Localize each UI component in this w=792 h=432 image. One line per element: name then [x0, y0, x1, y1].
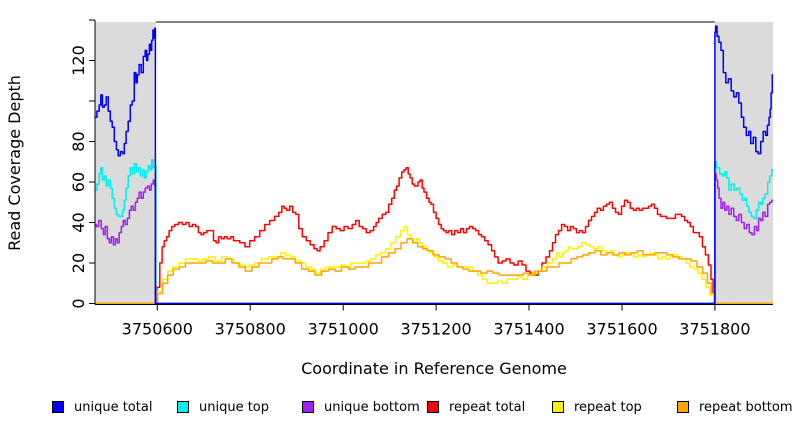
masked-region [95, 22, 156, 304]
legend-label: unique total [74, 399, 153, 415]
legend-item-unique-bottom: unique bottom [302, 400, 427, 415]
x-tick-label: 3750800 [215, 320, 286, 339]
series-repeat-top [95, 225, 773, 305]
x-tick-label: 3751400 [493, 320, 564, 339]
y-tick-label: 0 [69, 298, 88, 308]
coverage-plot: 3750600 3750800 3751000 3751200 3751400 37516… [5, 19, 774, 378]
x-axis-title: Coordinate in Reference Genome [301, 359, 567, 378]
series-unique-top [95, 158, 773, 305]
series-unique-bottom [95, 173, 773, 305]
legend-label: repeat bottom [699, 399, 792, 415]
legend-label: repeat top [574, 399, 642, 415]
x-tick-label: 3750600 [122, 320, 193, 339]
legend-item-unique-top: unique top [177, 400, 302, 415]
legend-swatch [427, 401, 439, 413]
legend-swatch [302, 401, 314, 413]
legend-item-repeat-bottom: repeat bottom [677, 400, 792, 415]
y-tick-label: 40 [69, 212, 88, 232]
x-tick-label: 3751200 [400, 320, 471, 339]
y-tick-label: 60 [69, 172, 88, 192]
y-axis-title: Read Coverage Depth [5, 75, 24, 251]
legend-swatch [177, 401, 189, 413]
x-tick-label: 3751600 [586, 320, 657, 339]
masked-region [714, 22, 773, 304]
series-repeat-bottom [95, 237, 773, 305]
legend: unique total unique top unique bottom repea… [0, 395, 792, 419]
x-tick-label: 3751800 [679, 320, 750, 339]
series-repeat-total [95, 167, 773, 305]
y-tick-label: 20 [69, 253, 88, 273]
legend-item-repeat-top: repeat top [552, 400, 677, 415]
legend-item-repeat-total: repeat total [427, 400, 552, 415]
legend-swatch [552, 401, 564, 413]
x-tick-label: 3751000 [308, 320, 379, 339]
legend-item-unique-total: unique total [52, 400, 177, 415]
legend-swatch [52, 401, 64, 413]
series-unique-total [95, 25, 774, 305]
legend-swatch [677, 401, 689, 413]
y-tick-label: 120 [69, 45, 88, 76]
y-tick-label: 80 [69, 131, 88, 151]
legend-label: unique top [199, 399, 270, 415]
legend-label: repeat total [449, 399, 526, 415]
legend-label: unique bottom [324, 399, 420, 415]
